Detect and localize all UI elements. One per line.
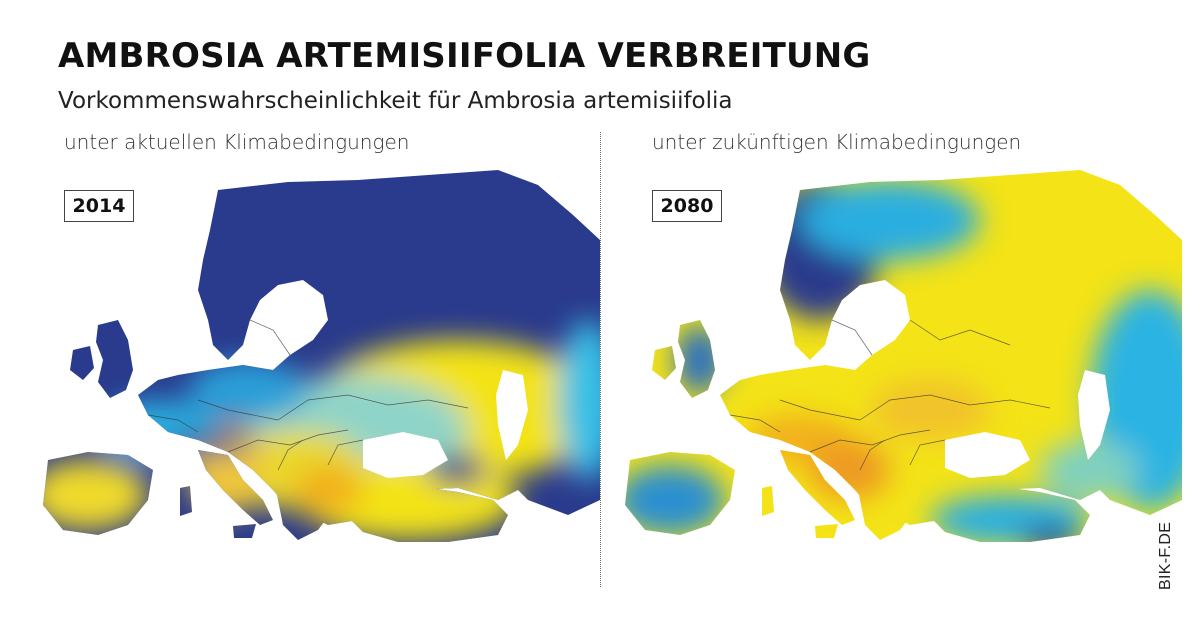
- year-badge-2014: 2014: [64, 190, 134, 222]
- panel-label-future: unter zukünftigen Klimabedingungen: [652, 130, 1022, 154]
- map-current-2014: [43, 170, 600, 542]
- chart-subtitle: Vorkommenswahrscheinlichkeit für Ambrosi…: [58, 88, 733, 114]
- source-credit: BIK-F.DE: [1157, 521, 1174, 590]
- panel-divider: [600, 132, 601, 587]
- map-future-2080: [625, 170, 1182, 542]
- year-badge-2080: 2080: [652, 190, 722, 222]
- panel-label-current: unter aktuellen Klimabedingungen: [64, 130, 410, 154]
- chart-title: AMBROSIA ARTEMISIIFOLIA VERBREITUNG: [58, 36, 871, 76]
